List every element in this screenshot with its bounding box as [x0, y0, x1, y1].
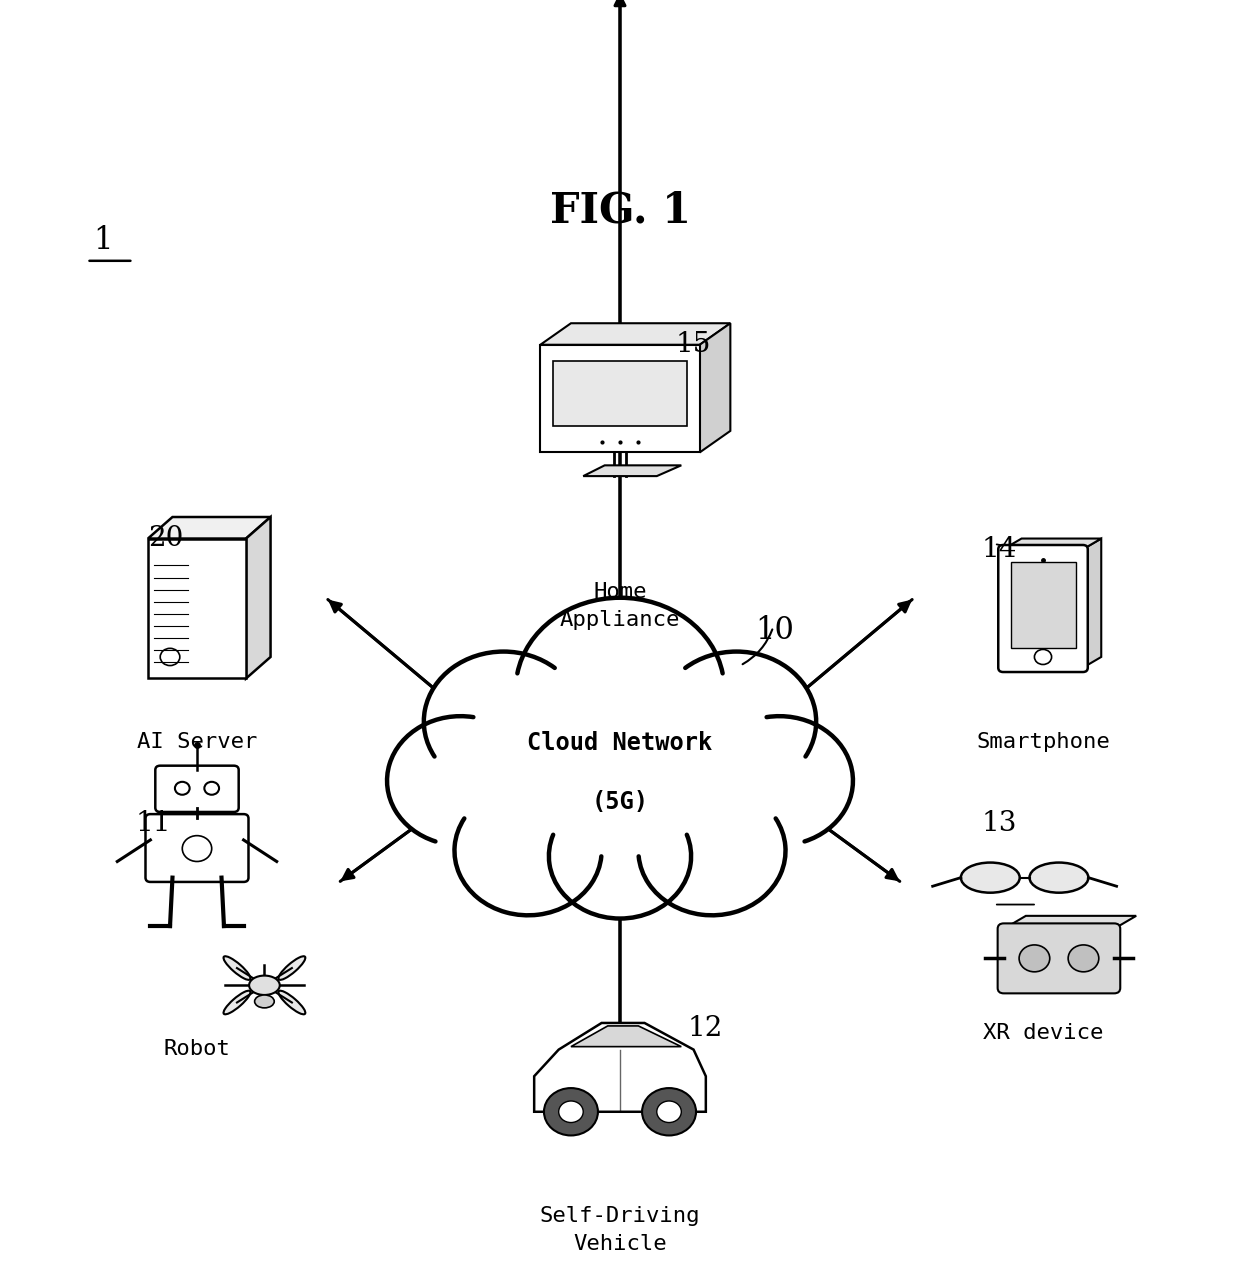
- Ellipse shape: [223, 990, 250, 1015]
- Circle shape: [657, 1101, 681, 1122]
- Ellipse shape: [279, 956, 305, 980]
- Circle shape: [657, 651, 816, 792]
- Polygon shape: [583, 466, 681, 476]
- Polygon shape: [699, 324, 730, 453]
- Text: 20: 20: [148, 525, 184, 552]
- Text: 1: 1: [93, 225, 113, 257]
- FancyBboxPatch shape: [998, 923, 1120, 993]
- Polygon shape: [1003, 539, 1101, 549]
- Polygon shape: [1003, 916, 1136, 929]
- Ellipse shape: [279, 990, 305, 1015]
- FancyBboxPatch shape: [148, 539, 246, 678]
- Polygon shape: [148, 517, 270, 539]
- FancyBboxPatch shape: [155, 765, 238, 812]
- Text: Self-Driving
Vehicle: Self-Driving Vehicle: [539, 1206, 701, 1254]
- Circle shape: [706, 716, 853, 845]
- Polygon shape: [246, 517, 270, 678]
- FancyBboxPatch shape: [1011, 562, 1075, 649]
- Text: Robot: Robot: [164, 1039, 231, 1059]
- FancyBboxPatch shape: [541, 345, 699, 453]
- Circle shape: [559, 1101, 583, 1122]
- Ellipse shape: [961, 863, 1019, 893]
- Text: Smartphone: Smartphone: [976, 732, 1110, 753]
- Circle shape: [510, 678, 730, 873]
- Text: 13: 13: [982, 811, 1017, 837]
- Polygon shape: [534, 1023, 706, 1112]
- Text: 12: 12: [687, 1015, 723, 1042]
- Text: 11: 11: [135, 811, 171, 837]
- Circle shape: [387, 716, 534, 845]
- Text: 14: 14: [982, 536, 1017, 563]
- Text: Cloud Network: Cloud Network: [527, 731, 713, 755]
- FancyBboxPatch shape: [998, 545, 1087, 672]
- Circle shape: [549, 793, 691, 918]
- Text: 10: 10: [755, 615, 794, 645]
- Circle shape: [424, 651, 583, 792]
- Polygon shape: [570, 1026, 681, 1046]
- FancyBboxPatch shape: [553, 361, 687, 425]
- Ellipse shape: [1068, 945, 1099, 972]
- Ellipse shape: [1029, 863, 1089, 893]
- Ellipse shape: [249, 975, 280, 996]
- Text: AI Server: AI Server: [136, 732, 257, 753]
- Polygon shape: [541, 324, 730, 345]
- FancyBboxPatch shape: [145, 815, 248, 882]
- Text: XR device: XR device: [983, 1023, 1104, 1042]
- Ellipse shape: [223, 956, 250, 980]
- Polygon shape: [1083, 539, 1101, 668]
- Circle shape: [544, 1088, 598, 1136]
- Circle shape: [583, 663, 768, 824]
- Ellipse shape: [254, 996, 274, 1008]
- Circle shape: [639, 786, 785, 916]
- Ellipse shape: [1019, 945, 1050, 972]
- Circle shape: [455, 786, 601, 916]
- Text: FIG. 1: FIG. 1: [549, 190, 691, 231]
- Circle shape: [472, 663, 657, 824]
- Text: 15: 15: [675, 331, 711, 358]
- Circle shape: [642, 1088, 696, 1136]
- Text: (5G): (5G): [591, 791, 649, 815]
- Circle shape: [516, 598, 724, 781]
- Text: Home
Appliance: Home Appliance: [559, 582, 681, 630]
